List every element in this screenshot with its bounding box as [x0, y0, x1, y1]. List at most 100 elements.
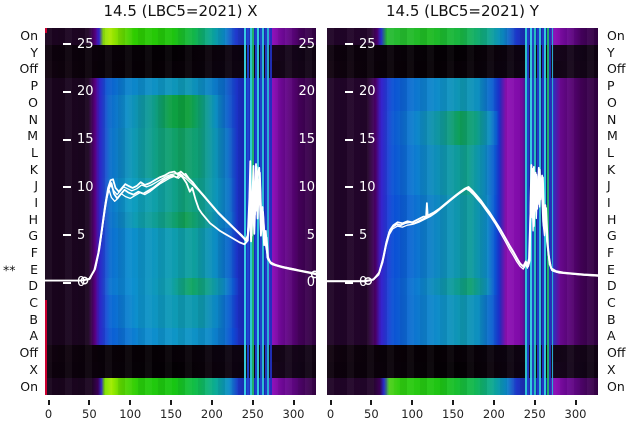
y-tick-value: 15 — [359, 132, 376, 148]
row-label-n-5: N — [600, 111, 640, 128]
y-tick-value: 5 — [77, 227, 86, 243]
row-label-f-13: F — [0, 245, 41, 262]
y-tick-label-right: 20 — [298, 84, 315, 100]
row-label-d-15: D — [0, 278, 41, 295]
red-edge-line — [45, 299, 47, 395]
y-tick-value: 25 — [77, 36, 94, 52]
row-label-text: G — [607, 228, 617, 244]
row-label-text: L — [31, 144, 38, 160]
x-tick — [533, 400, 536, 405]
row-label-text: M — [27, 128, 38, 144]
row-label-e-14: E — [600, 262, 640, 279]
endpoint-marker — [80, 276, 89, 285]
row-label-on-21: On — [600, 378, 640, 395]
row-label-text: G — [28, 228, 38, 244]
row-label-text: F — [607, 245, 615, 261]
row-label-text: K — [607, 161, 616, 177]
y-tick-mark — [63, 234, 71, 237]
y-tick-mark — [345, 43, 353, 46]
x-tick-label: 300 — [282, 407, 305, 421]
y-tick-label-left: 25 — [345, 38, 376, 51]
x-tick-label: 150 — [160, 407, 182, 421]
row-label-l-7: L — [0, 145, 41, 162]
row-label-off-19: Off — [600, 345, 640, 362]
x-tick-label: 0 — [44, 407, 53, 421]
row-label-i-10: I — [600, 195, 640, 212]
x-tick — [329, 400, 332, 405]
row-label-off-2: Off — [600, 61, 640, 78]
row-label-k-8: K — [0, 162, 41, 179]
left-row-labels: On Y Off P O N M L K J I H G F ** E D C B A Off X On — [0, 28, 41, 395]
spectral-stripe — [539, 28, 541, 395]
row-label-j-9: J — [600, 178, 640, 195]
spectral-stripe — [244, 28, 246, 395]
row-label-g-12: G — [600, 228, 640, 245]
row-label-text: On — [607, 28, 625, 44]
row-label-text: J — [34, 178, 38, 194]
spectral-stripe — [551, 28, 553, 395]
row-label-text: N — [607, 111, 617, 127]
row-label-on-21: On — [0, 378, 41, 395]
y-tick-mark — [345, 138, 353, 141]
row-label-p-3: P — [0, 78, 41, 95]
row-label-text: P — [30, 78, 38, 94]
row-label-y-1: Y — [0, 45, 41, 62]
row-label-text: Off — [607, 61, 626, 77]
x-tick — [452, 400, 455, 405]
y-tick-label-right: 5 — [306, 227, 315, 243]
row-marker-asterisks: ** — [3, 262, 16, 278]
row-label-m-6: M — [0, 128, 41, 145]
row-label-x-20: X — [600, 362, 640, 379]
y-tick-mark — [63, 281, 71, 284]
y-tick-mark — [63, 186, 71, 189]
x-tick — [170, 400, 173, 405]
row-label-m-6: M — [600, 128, 640, 145]
row-label-text: Off — [19, 61, 38, 77]
row-label-c-16: C — [0, 295, 41, 312]
row-label-text: On — [20, 378, 38, 394]
row-label-text: K — [29, 161, 38, 177]
trace-line — [327, 172, 598, 283]
x-tick — [47, 400, 50, 405]
y-tick-label-right: 15 — [298, 132, 315, 148]
trace-line — [45, 173, 316, 282]
y-tick-value: 15 — [77, 132, 94, 148]
row-label-off-2: Off — [0, 61, 41, 78]
spectral-stripe — [547, 28, 549, 395]
y-tick-mark — [345, 234, 353, 237]
y-tick-label-right: 10 — [298, 179, 315, 195]
spectral-stripe — [527, 28, 529, 395]
x-tick-label: 100 — [401, 407, 424, 421]
row-label-text: X — [607, 361, 616, 377]
row-label-y-1: Y — [600, 45, 640, 62]
row-label-text: A — [607, 328, 616, 344]
row-label-text: I — [607, 194, 611, 210]
y-tick-label-left: 15 — [63, 133, 94, 146]
y-tick-label-left: 10 — [63, 181, 94, 194]
y-tick-mark — [63, 138, 71, 141]
y-tick-label-left: 0 — [345, 276, 367, 289]
x-tick — [411, 400, 414, 405]
row-label-text: On — [607, 378, 625, 394]
trace-line — [45, 166, 316, 282]
y-tick-mark — [345, 186, 353, 189]
x-tick — [370, 400, 373, 405]
row-label-i-10: I — [0, 195, 41, 212]
spectral-stripe — [549, 28, 551, 395]
y-tick-value: 20 — [359, 84, 376, 100]
right-row-labels: On Y Off P O N M L K J I H G F E D C B A Off X On — [600, 28, 640, 395]
row-label-text: E — [607, 261, 615, 277]
row-label-text: B — [607, 311, 616, 327]
row-label-text: C — [29, 295, 38, 311]
row-label-text: H — [607, 211, 617, 227]
y-tick-mark — [63, 90, 71, 93]
y-tick-value: 20 — [77, 84, 94, 100]
row-label-text: E — [30, 261, 38, 277]
y-tick-value: 0 — [77, 275, 86, 291]
x-tick — [574, 400, 577, 405]
y-tick-label-left: 0 — [63, 276, 85, 289]
row-label-h-11: H — [0, 212, 41, 229]
x-tick — [251, 400, 254, 405]
left-panel-title: 14.5 (LBC5=2021) X — [103, 2, 258, 20]
